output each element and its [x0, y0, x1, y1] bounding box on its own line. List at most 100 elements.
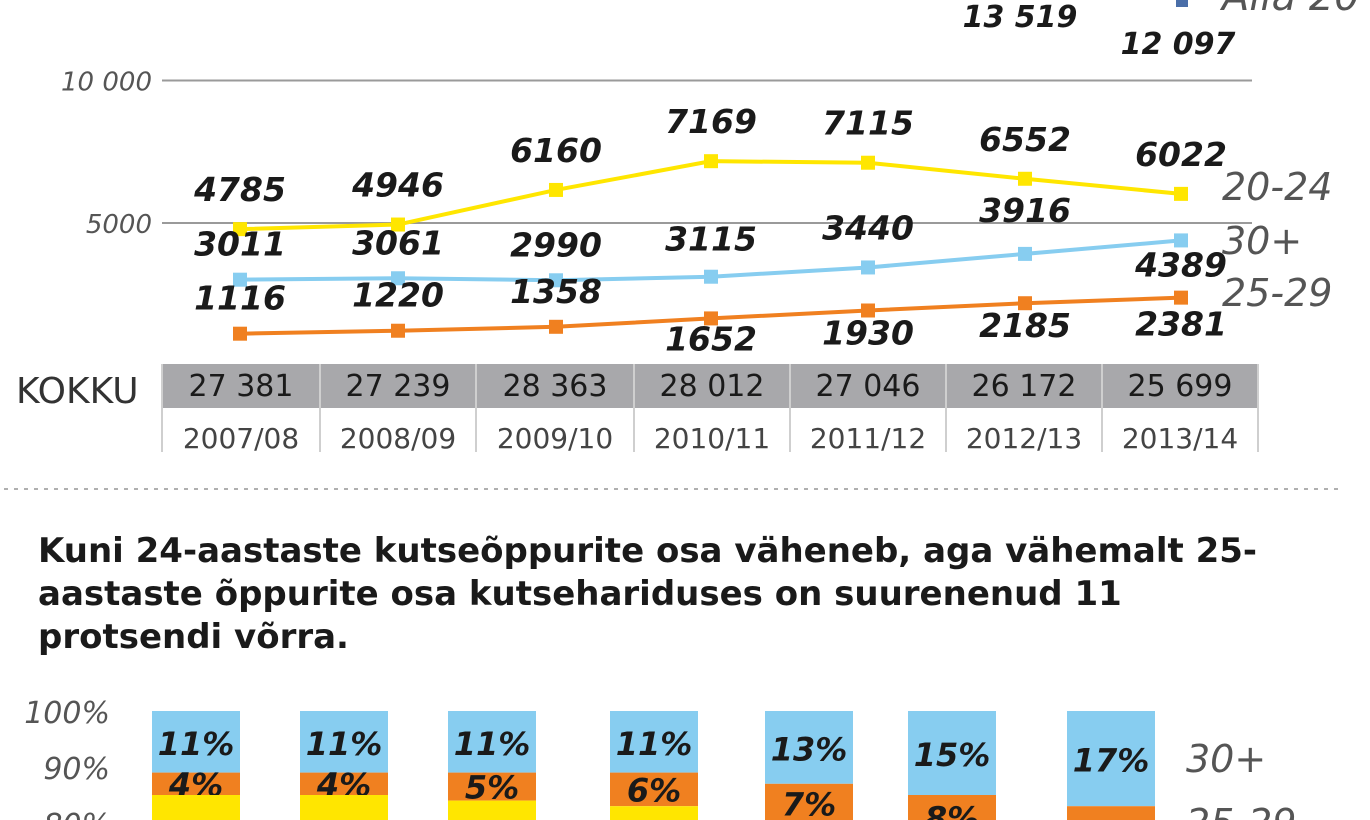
- data-point-25-29: [861, 303, 875, 318]
- total-cell: 27 381: [189, 369, 294, 404]
- bar-segment-20-24: [610, 806, 698, 820]
- total-cell: 28 012: [660, 369, 765, 404]
- data-point-30+: [704, 269, 718, 284]
- data-point-20-24: [233, 222, 247, 237]
- bar-segment-25-29: [765, 783, 853, 820]
- totals-row-background: [162, 364, 1258, 408]
- data-label-30+: 4389: [1134, 245, 1227, 284]
- bar-segment-25-29: [610, 772, 698, 807]
- total-cell: 27 239: [346, 369, 451, 404]
- bar-segment-30plus: [765, 711, 853, 784]
- data-label-20-24: 4946: [351, 166, 444, 205]
- data-point-25-29: [391, 323, 405, 338]
- bar-segment-20-24: [448, 800, 536, 820]
- data-label-25-29: 2185: [979, 306, 1071, 345]
- bar-legend-label-25-29: 25-29: [1186, 801, 1296, 820]
- data-label-30+: 3011: [194, 225, 286, 264]
- y-tick-label: 100%: [24, 696, 110, 731]
- data-label-25-29: 1116: [194, 279, 286, 318]
- x-tick-label: 2009/10: [497, 422, 613, 455]
- data-label-20-24: 6160: [510, 131, 602, 170]
- top-data-label: 13 519: [963, 0, 1078, 35]
- data-point-30+: [549, 273, 563, 288]
- data-point-30+: [233, 272, 247, 287]
- bar-segment-20-24: [152, 795, 240, 820]
- data-label-30+: 3916: [979, 191, 1071, 230]
- bar-label-30plus: 13%: [771, 730, 848, 768]
- data-point-20-24: [1018, 171, 1032, 186]
- bar-segment-30plus: [300, 711, 388, 773]
- x-tick-label: 2013/14: [1122, 422, 1238, 455]
- y-tick-label: 10 000: [61, 68, 152, 98]
- bar-chart-title: Kuni 24-aastaste kutseõppurite osa vähen…: [38, 531, 1258, 657]
- bar-label-30plus: 11%: [454, 725, 531, 763]
- data-point-20-24: [861, 155, 875, 170]
- data-point-25-29: [704, 311, 718, 326]
- legend-label-20-24: 20-24: [1222, 165, 1332, 209]
- table-row-label: KOKKU: [16, 371, 139, 412]
- bar-label-30plus: 11%: [616, 725, 693, 763]
- top-data-label: 12 097: [1121, 27, 1236, 62]
- x-tick-label: 2011/12: [810, 422, 926, 455]
- top-legend-label: Alla 20: [1219, 0, 1360, 20]
- data-label-25-29: 1652: [665, 319, 757, 358]
- data-point-25-29: [233, 326, 247, 341]
- total-cell: 28 363: [503, 369, 608, 404]
- stacked-bar-chart: 100%90%80%11%4%11%4%11%5%11%6%13%7%15%8%…: [24, 696, 1296, 820]
- legend-label-30+: 30+: [1222, 219, 1302, 263]
- x-tick-label: 2007/08: [183, 422, 299, 455]
- data-label-30+: 3440: [822, 208, 914, 247]
- line-chart: 10 000 5000 14 064 13 519 12 097 Alla 20 4785 4…: [4, 0, 1360, 490]
- bar-label-30plus: 17%: [1073, 742, 1150, 780]
- data-label-25-29: 1220: [352, 276, 444, 315]
- y-tick-label: 5000: [86, 210, 152, 240]
- data-label-20-24: 7169: [665, 102, 757, 141]
- data-point-20-24: [391, 217, 405, 232]
- data-point-20-24: [1174, 186, 1188, 201]
- data-point-30+: [861, 260, 875, 275]
- data-point-20-24: [549, 182, 563, 197]
- data-label-20-24: 7115: [822, 104, 914, 143]
- bar-segment-30plus: [610, 711, 698, 773]
- data-label-25-29: 1358: [510, 272, 602, 311]
- data-label-30+: 3115: [665, 220, 757, 259]
- data-label-30+: 2990: [510, 225, 602, 264]
- bar-segment-25-29: [908, 795, 996, 820]
- top-data-label: 14 064: [811, 0, 926, 6]
- bar-segment-30plus: [448, 711, 536, 773]
- bar-label-25-29: 6%: [627, 771, 681, 809]
- x-tick-label: 2010/11: [654, 422, 770, 455]
- y-tick-label: 80%: [43, 808, 110, 820]
- total-cell: 26 172: [972, 369, 1077, 404]
- bar-segment-20-24: [300, 795, 388, 820]
- data-point-30+: [1018, 246, 1032, 261]
- data-point-25-29: [549, 319, 563, 334]
- data-label-20-24: 6552: [979, 120, 1071, 159]
- bar-legend-label-30plus: 30+: [1186, 737, 1266, 781]
- bar-segment-30plus: [152, 711, 240, 773]
- bar-label-30plus: 11%: [306, 725, 383, 763]
- data-label-25-29: 1930: [822, 313, 914, 352]
- bar-label-30plus: 15%: [914, 736, 991, 774]
- bar-segment-30plus: [908, 711, 996, 795]
- data-label-20-24: 4785: [193, 170, 286, 209]
- bar-label-25-29: 7%: [782, 785, 836, 820]
- data-label-20-24: 6022: [1135, 135, 1227, 174]
- data-label-25-29: 2381: [1135, 305, 1227, 344]
- total-cell: 25 699: [1128, 369, 1233, 404]
- data-label-30+: 3061: [352, 223, 444, 262]
- x-tick-label: 2012/13: [966, 422, 1082, 455]
- bar-label-30plus: 11%: [158, 725, 235, 763]
- data-point-20-24: [704, 154, 718, 169]
- data-point-25-29: [1174, 290, 1188, 305]
- bar-label-25-29: 8%: [925, 799, 979, 820]
- bar-segment-25-29: [448, 772, 536, 801]
- data-point-25-29: [1018, 296, 1032, 311]
- data-point-30+: [1174, 233, 1188, 248]
- data-point-30+: [391, 271, 405, 286]
- x-tick-label: 2008/09: [340, 422, 456, 455]
- top-legend-swatch: [1176, 0, 1188, 7]
- bar-segment-25-29: [152, 772, 240, 795]
- legend-label-25-29: 25-29: [1222, 271, 1332, 315]
